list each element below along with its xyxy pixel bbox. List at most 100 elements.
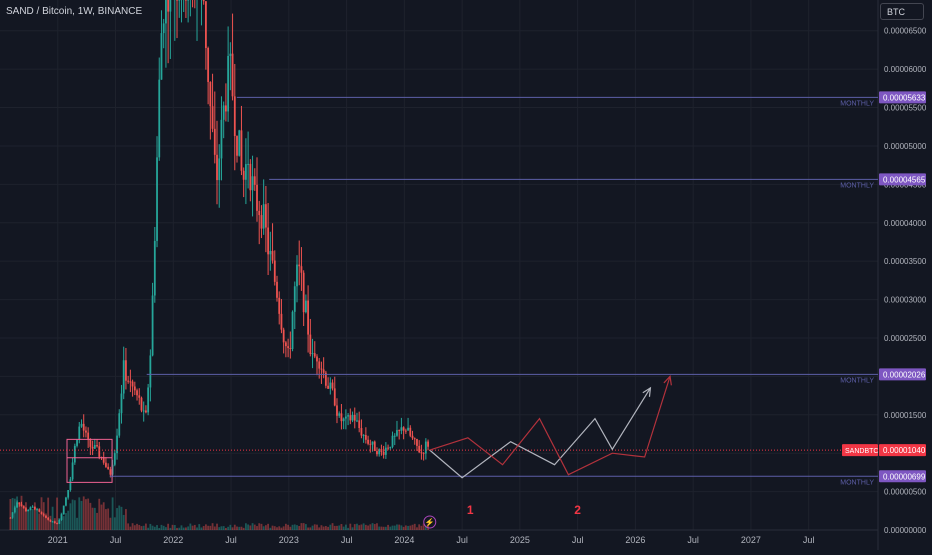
volume-bar [178,527,181,530]
volume-bar [60,512,63,530]
candle-body [27,509,30,512]
volume-bar [251,523,254,530]
candle-body [142,410,145,412]
volume-bar [280,527,283,530]
candle-body [409,427,412,436]
volume-bar [329,524,332,530]
candle-body [360,428,363,436]
candle-body [260,215,263,229]
volume-bar [18,502,21,530]
candle-body [362,435,365,437]
candle-body [11,512,14,518]
candle-body [116,435,118,454]
volume-bar [36,507,38,530]
volume-bar [180,525,183,530]
candle-body [209,81,212,107]
volume-bar [167,523,170,530]
volume-bar [189,523,192,530]
volume-bar [42,502,45,530]
candle-body [276,281,278,298]
volume-bar [224,527,227,530]
candle-body [358,420,361,429]
candle-body [213,128,216,155]
volume-bar [347,527,349,530]
candle-body [291,311,294,349]
volume-bar [209,525,212,530]
monthly-level-label: MONTHLY [840,100,874,107]
y-tick-label: 0.00005000 [884,142,927,151]
volume-bar [122,514,125,530]
candle-body [307,300,309,335]
candle-body [45,515,47,518]
candle-body [51,521,54,523]
volume-bar [82,496,85,530]
volume-bar [222,526,225,530]
volume-bar [278,526,281,530]
volume-bar [422,523,425,530]
monthly-price-tag-text: 0.00002026 [883,370,926,379]
volume-bar [218,527,221,530]
volume-bar [380,526,383,530]
volume-bar [49,515,52,530]
candle-body [316,356,318,362]
volume-bar [256,526,258,530]
volume-bar [213,526,216,530]
candle-body [247,163,250,165]
candle-body [389,446,392,449]
volume-bar [416,527,418,530]
symbol-tag-text: SANDBTC [845,448,878,455]
volume-bar [324,526,327,530]
candle-body [87,432,90,439]
candle-body [151,295,154,356]
y-tick-label: 0.00003000 [884,296,927,305]
candle-body [71,462,74,480]
currency-button[interactable]: BTC [880,3,924,20]
candle-body [387,447,389,449]
volume-bar [291,524,294,530]
volume-bar [364,524,367,530]
volume-bar [293,524,296,530]
candle-body [33,506,36,510]
candle-body [411,435,414,439]
volume-bar [342,526,345,530]
x-tick-label: 2025 [510,535,530,545]
volume-bar [260,523,263,530]
candle-body [233,96,236,137]
volume-bar [187,526,190,530]
candle-body [167,0,170,12]
volume-bar [216,523,218,530]
y-tick-label: 0.00000000 [884,526,927,535]
candle-body [353,414,356,421]
candle-body [185,0,187,1]
volume-bar [102,502,105,530]
x-tick-label: 2024 [394,535,414,545]
volume-bar [338,525,341,530]
candle-body [356,420,358,422]
candle-body [122,360,125,394]
x-tick-label: 2023 [279,535,299,545]
volume-bar [47,497,50,530]
volume-bar [53,518,56,530]
candle-body [18,502,21,505]
volume-bar [200,527,203,530]
lightning-icon [423,515,437,529]
volume-bar [207,525,210,530]
volume-bar [267,523,270,530]
volume-bar [193,524,196,530]
candle-body [413,438,416,440]
volume-bar [107,508,110,530]
candle-body [102,457,105,463]
candle-body [62,505,65,515]
volume-bar [22,505,25,530]
volume-bar [384,526,387,530]
x-tick-label: 2027 [741,535,761,545]
volume-bar [269,527,272,530]
volume-bar [396,524,398,530]
candle-body [333,388,336,406]
candle-body [271,250,274,261]
projection-arrowhead-red [663,375,672,386]
candle-body [280,313,283,330]
candle-body [145,410,147,413]
